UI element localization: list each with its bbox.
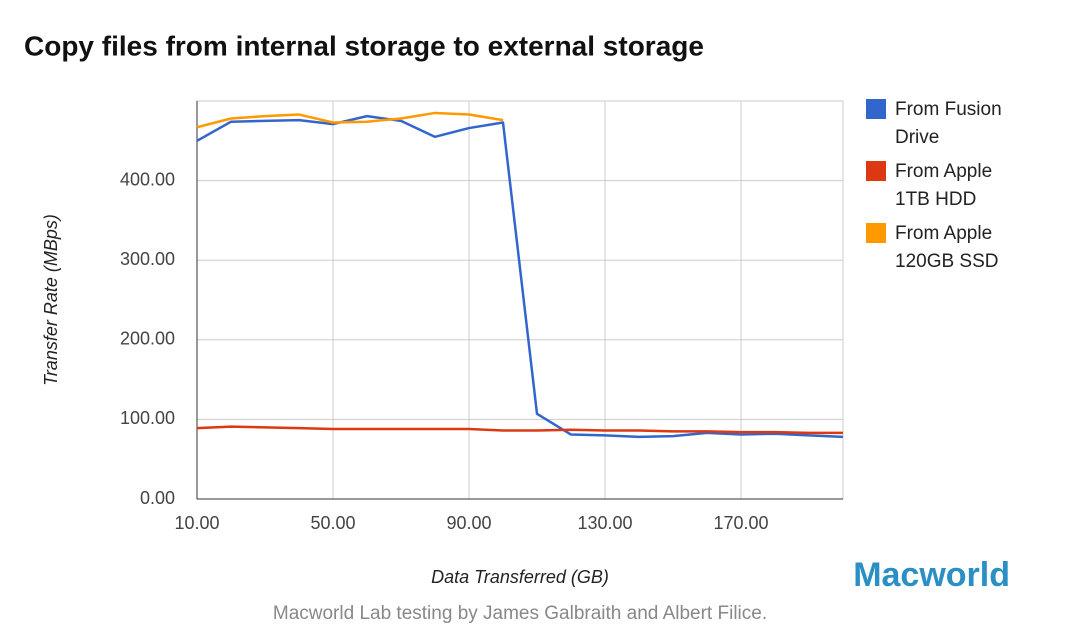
y-tick-label: 100.00 <box>120 408 175 428</box>
legend-item: From Apple 120GB SSD <box>866 220 1026 276</box>
y-tick-label: 400.00 <box>120 169 175 189</box>
legend-swatch <box>866 161 886 181</box>
chart-title: Copy files from internal storage to exte… <box>24 30 704 61</box>
legend-swatch <box>866 99 886 119</box>
x-tick-label: 130.00 <box>577 513 632 533</box>
data-line <box>196 114 844 439</box>
plot-border <box>196 100 844 500</box>
logo: Macworld <box>853 556 1010 594</box>
y-axis-label: Transfer Rate (MBps) <box>41 214 61 386</box>
data-line <box>196 111 504 129</box>
legend-item: From Fusion Drive <box>866 96 1026 152</box>
x-axis-label: Data Transferred (GB) <box>431 567 609 587</box>
legend-label: From Apple 1TB HDD <box>895 161 993 210</box>
x-tick-label: 170.00 <box>713 513 768 533</box>
x-tick-label: 90.00 <box>446 513 491 533</box>
x-tick-label: 10.00 <box>174 513 219 533</box>
y-tick-label: 200.00 <box>120 329 175 349</box>
legend-label: From Apple 120GB SSD <box>895 223 999 272</box>
legend-swatch <box>866 223 886 243</box>
legend: From Fusion Drive From Apple 1TB HDD From … <box>866 96 1026 282</box>
x-tick-label: 50.00 <box>310 513 355 533</box>
source-note: Macworld Lab testing by James Galbraith … <box>273 603 767 624</box>
data-line <box>196 425 843 435</box>
legend-label: From Fusion Drive <box>895 99 1002 148</box>
y-tick-label: 0.00 <box>140 488 175 508</box>
y-tick-label: 300.00 <box>120 249 175 269</box>
legend-item: From Apple 1TB HDD <box>866 158 1026 214</box>
